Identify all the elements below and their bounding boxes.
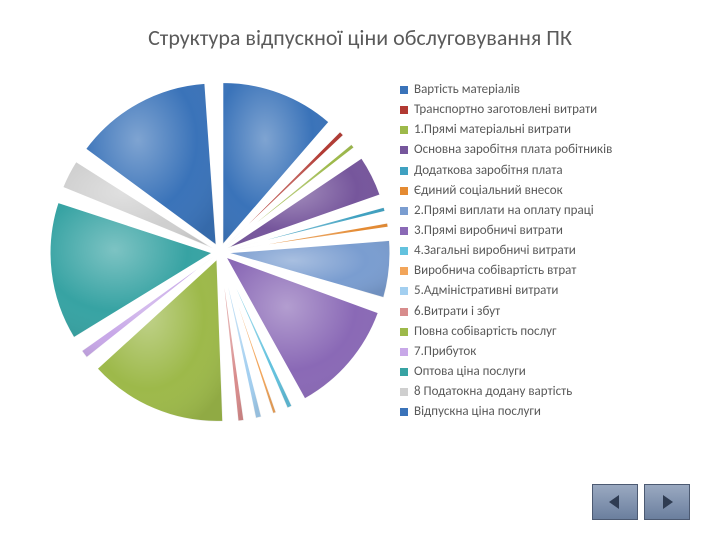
legend-label: 6.Витрати і збут	[414, 302, 500, 322]
legend-label: Відпускна ціна послуги	[414, 402, 541, 422]
legend-item: 7.Прибуток	[400, 342, 700, 362]
legend-item: Додаткова заробітня плата	[400, 161, 700, 181]
legend-swatch	[400, 86, 408, 94]
legend-swatch	[400, 167, 408, 175]
legend-item: 5.Адміністративні витрати	[400, 281, 700, 301]
legend-swatch	[400, 187, 408, 195]
legend-swatch	[400, 126, 408, 134]
legend-swatch	[400, 247, 408, 255]
next-button[interactable]	[644, 484, 690, 520]
legend-swatch	[400, 207, 408, 215]
legend-label: 8 Податокна додану вартість	[414, 382, 572, 402]
legend-item: 4.Загальні виробничі витрати	[400, 241, 700, 261]
legend-swatch	[400, 368, 408, 376]
chart-title: Структура відпускної ціни обслуговування…	[0, 24, 720, 51]
legend-label: Оптова ціна послуги	[414, 362, 526, 382]
legend-swatch	[400, 287, 408, 295]
legend-item: 1.Прямі матеріальні витрати	[400, 120, 700, 140]
legend-item: Єдиний соціальний внесок	[400, 181, 700, 201]
legend-label: Єдиний соціальний внесок	[414, 181, 563, 201]
legend-item: Відпускна ціна послуги	[400, 402, 700, 422]
legend-swatch	[400, 227, 408, 235]
legend-label: 5.Адміністративні витрати	[414, 281, 558, 301]
prev-button[interactable]	[592, 484, 638, 520]
legend-item: 3.Прямі виробничі витрати	[400, 221, 700, 241]
legend-item: Вартість матеріалів	[400, 80, 700, 100]
legend-label: Додаткова заробітня плата	[414, 161, 563, 181]
legend-swatch	[400, 328, 408, 336]
legend-swatch	[400, 146, 408, 154]
legend-label: Транспортно заготовлені витрати	[414, 100, 597, 120]
legend: Вартість матеріалівТранспортно заготовле…	[400, 80, 700, 422]
legend-item: Транспортно заготовлені витрати	[400, 100, 700, 120]
legend-label: 3.Прямі виробничі витрати	[414, 221, 563, 241]
legend-swatch	[400, 267, 408, 275]
legend-label: 7.Прибуток	[414, 342, 476, 362]
legend-label: 1.Прямі матеріальні витрати	[414, 120, 571, 140]
pie-chart	[40, 72, 400, 432]
nav-buttons	[592, 484, 690, 520]
legend-label: Вартість матеріалів	[414, 80, 520, 100]
triangle-right-icon	[658, 493, 676, 511]
legend-item: Оптова ціна послуги	[400, 362, 700, 382]
legend-label: Повна собівартість послуг	[414, 322, 557, 342]
legend-label: 2.Прямі виплати на оплату праці	[414, 201, 594, 221]
legend-item: 6.Витрати і збут	[400, 302, 700, 322]
legend-swatch	[400, 106, 408, 114]
legend-item: Виробнича собівартість втрат	[400, 261, 700, 281]
legend-swatch	[400, 408, 408, 416]
legend-item: Основна заробітня плата робітників	[400, 140, 700, 160]
legend-item: Повна собівартість послуг	[400, 322, 700, 342]
legend-label: Основна заробітня плата робітників	[414, 140, 612, 160]
legend-item: 8 Податокна додану вартість	[400, 382, 700, 402]
legend-swatch	[400, 388, 408, 396]
legend-item: 2.Прямі виплати на оплату праці	[400, 201, 700, 221]
legend-label: Виробнича собівартість втрат	[414, 261, 576, 281]
legend-label: 4.Загальні виробничі витрати	[414, 241, 576, 261]
legend-swatch	[400, 348, 408, 356]
triangle-left-icon	[606, 493, 624, 511]
legend-swatch	[400, 308, 408, 316]
